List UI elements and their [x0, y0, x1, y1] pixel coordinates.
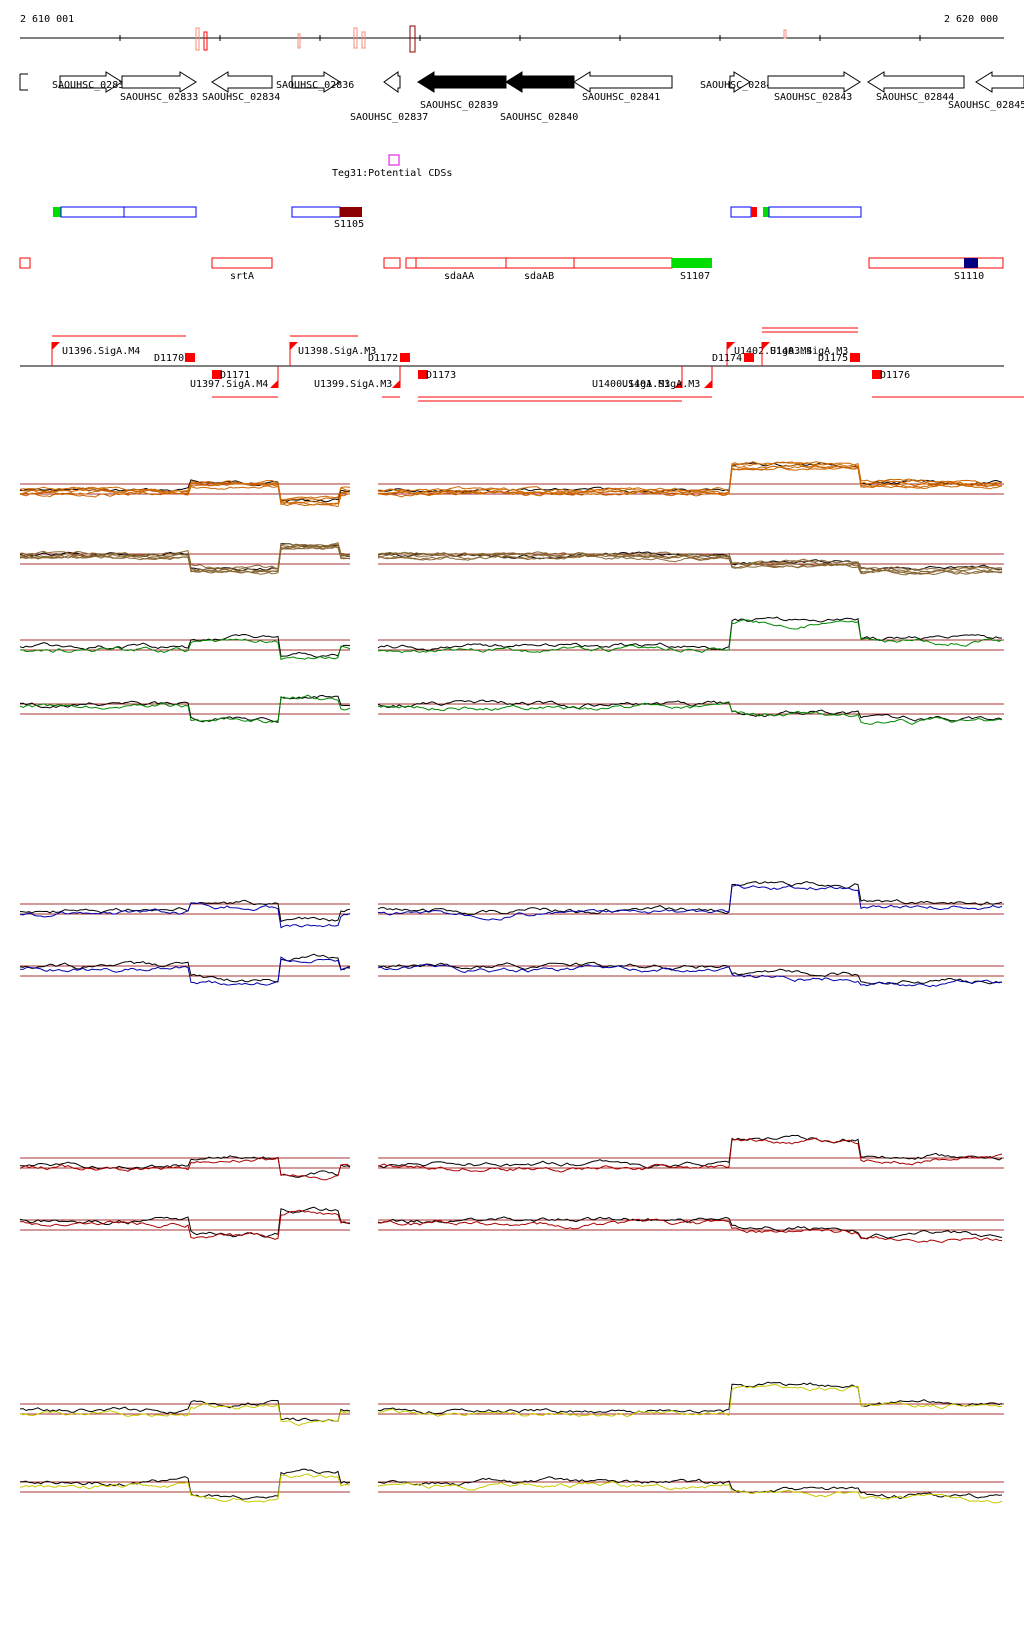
expression-track: [19, 694, 1004, 725]
potential-cds-track: Teg31:Potential CDSs: [332, 154, 452, 179]
s1107-marker[interactable]: [672, 258, 712, 268]
s1107-label: S1107: [680, 271, 710, 282]
expression-track: [19, 1468, 1004, 1504]
svg-text:D1175: D1175: [818, 353, 848, 364]
blue-feature-track: S1105: [53, 206, 862, 230]
svg-text:U1398.SigA.M3: U1398.SigA.M3: [298, 346, 376, 357]
svg-text:U1401.SigA.M3: U1401.SigA.M3: [622, 379, 700, 390]
svg-text:D1170: D1170: [154, 353, 184, 364]
gene-SAOUHSC_02842[interactable]: SAOUHSC_02842: [700, 71, 778, 93]
gene-label: SAOUHSC_02840: [500, 112, 578, 123]
gene-label: SAOUHSC_02842: [700, 80, 778, 91]
promoter-U1403[interactable]: U1403.SigA.M3: [761, 342, 848, 366]
coordinate-ruler: 2 610 001 2 620 000: [20, 14, 1004, 53]
svg-text:D1173: D1173: [426, 370, 456, 381]
s1105-marker[interactable]: [340, 207, 362, 217]
s1105-label: S1105: [334, 219, 364, 230]
gene-label: SAOUHSC_02839: [420, 100, 498, 111]
expression-tracks: [19, 461, 1004, 1504]
gene-SAOUHSC_02834[interactable]: SAOUHSC_02834: [202, 71, 280, 103]
terminator-D1172[interactable]: D1172: [368, 353, 410, 364]
expression-track: [19, 1134, 1004, 1181]
gene-label: SAOUHSC_02845: [948, 100, 1024, 111]
s1110-label: S1110: [954, 271, 984, 282]
gene-label: SAOUHSC_02844: [876, 92, 954, 103]
svg-text:U1397.SigA.M4: U1397.SigA.M4: [190, 379, 268, 390]
gene-label: SAOUHSC_02843: [774, 92, 852, 103]
svg-text:D1171: D1171: [220, 370, 250, 381]
promoter-U1402[interactable]: U1402.SigA.M4: [726, 342, 812, 366]
promoter-track: U1396.SigA.M4 U1397.SigA.M4 U1398.SigA.M…: [20, 327, 1024, 402]
terminator-D1173[interactable]: D1173: [418, 370, 456, 381]
promoter-U1397[interactable]: U1397.SigA.M4: [190, 366, 279, 390]
repeat-marks: [195, 25, 787, 53]
expression-track: [19, 1381, 1004, 1427]
gene-SAOUHSC_02840[interactable]: SAOUHSC_02840: [500, 71, 578, 123]
srtA-label: srtA: [230, 271, 254, 282]
svg-text:D1172: D1172: [368, 353, 398, 364]
promoter-U1400[interactable]: U1400.SigA.M3: [592, 366, 683, 390]
gene-SAOUHSC_02837[interactable]: SAOUHSC_02837: [350, 71, 428, 123]
promoter-U1399[interactable]: U1399.SigA.M3: [314, 366, 401, 390]
terminator-D1176[interactable]: D1176: [872, 370, 910, 381]
promoter-U1401[interactable]: U1401.SigA.M3: [622, 366, 713, 390]
gene-SAOUHSC_02841[interactable]: SAOUHSC_02841: [573, 71, 673, 103]
s1110-marker[interactable]: [964, 258, 978, 268]
gene-label: SAOUHSC_02832: [52, 80, 130, 91]
ruler-ticks: [119, 35, 921, 41]
gene-SAOUHSC_02832[interactable]: SAOUHSC_02832: [52, 71, 130, 93]
expression-track: [19, 616, 1004, 661]
expression-track: [19, 881, 1004, 929]
svg-text:U1402.SigA.M4: U1402.SigA.M4: [734, 346, 812, 357]
coord-start: 2 610 001: [20, 14, 74, 25]
svg-text:U1403.SigA.M3: U1403.SigA.M3: [770, 346, 848, 357]
gene-SAOUHSC_02833[interactable]: SAOUHSC_02833: [120, 71, 198, 103]
gene-label: SAOUHSC_02834: [202, 92, 280, 103]
gene-SAOUHSC_02843[interactable]: SAOUHSC_02843: [767, 71, 861, 103]
svg-text:D1176: D1176: [880, 370, 910, 381]
expression-track: [19, 1206, 1004, 1244]
expression-track: [19, 461, 1004, 508]
gene-SAOUHSC_02836[interactable]: SAOUHSC_02836: [276, 71, 354, 93]
terminator-D1171[interactable]: D1171: [212, 370, 250, 381]
gene-label: SAOUHSC_02841: [582, 92, 660, 103]
coord-end: 2 620 000: [944, 14, 998, 25]
expression-track: [19, 953, 1004, 988]
gene-label: SAOUHSC_02836: [276, 80, 354, 91]
sdaAB-label: sdaAB: [524, 271, 554, 282]
svg-text:U1396.SigA.M4: U1396.SigA.M4: [62, 346, 140, 357]
terminator-D1174[interactable]: D1174: [712, 353, 754, 364]
gene-SAOUHSC_02845[interactable]: SAOUHSC_02845: [948, 71, 1024, 111]
promoter-U1396[interactable]: U1396.SigA.M4: [51, 342, 140, 366]
terminator-D1175[interactable]: D1175: [818, 353, 860, 364]
red-feature-track: srtA sdaAA sdaAB S1107 S1110: [19, 257, 1004, 282]
expression-track: [19, 542, 1004, 576]
gene-SAOUHSC_02844[interactable]: SAOUHSC_02844: [867, 71, 965, 103]
gene-SAOUHSC_02839[interactable]: SAOUHSC_02839: [417, 71, 507, 111]
svg-text:U1400.SigA.M3: U1400.SigA.M3: [592, 379, 670, 390]
svg-text:U1399.SigA.M3: U1399.SigA.M3: [314, 379, 392, 390]
sdaAA-label: sdaAA: [444, 271, 474, 282]
gene-label: SAOUHSC_02833: [120, 92, 198, 103]
potential-cds-marker[interactable]: [388, 154, 400, 166]
promoter-U1398[interactable]: U1398.SigA.M3: [289, 342, 376, 366]
gene-label: SAOUHSC_02837: [350, 112, 428, 123]
terminator-D1170[interactable]: D1170: [154, 353, 195, 364]
potential-cds-label: Teg31:Potential CDSs: [332, 168, 452, 179]
svg-text:D1174: D1174: [712, 353, 742, 364]
